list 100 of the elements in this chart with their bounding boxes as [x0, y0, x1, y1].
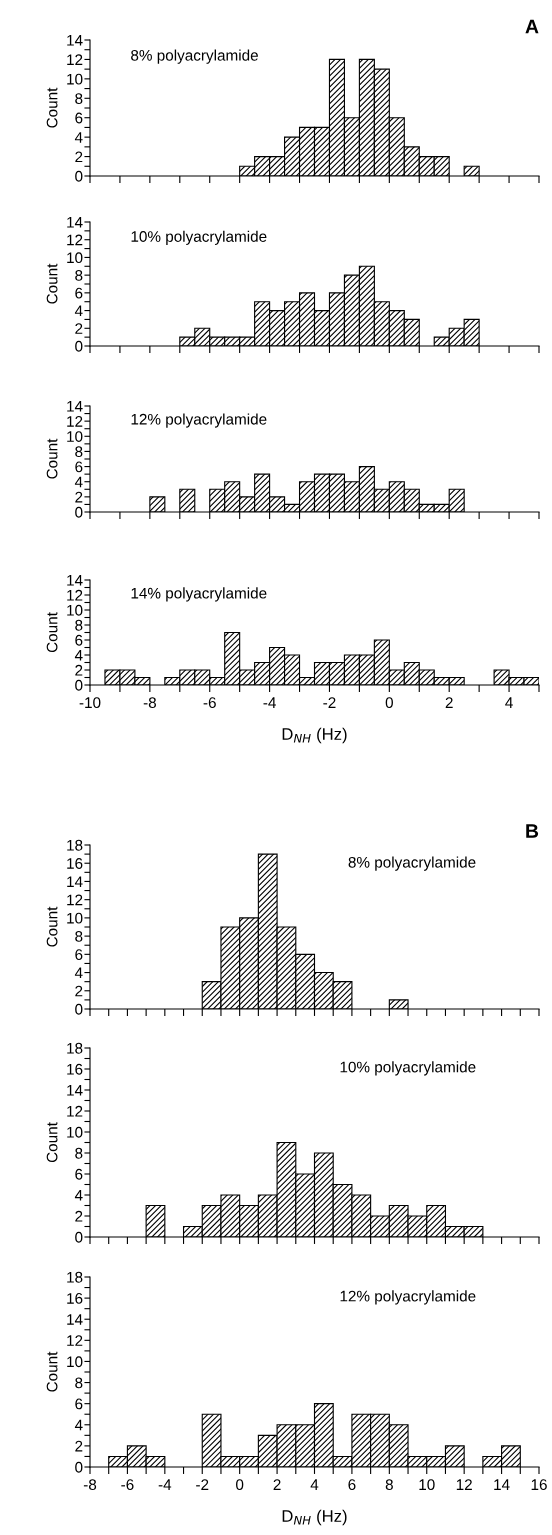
- y-tick-label: 4: [74, 132, 83, 143]
- x-tick-label: 0: [236, 1479, 244, 1491]
- y-tick-label: 2: [75, 491, 83, 503]
- y-tick-label: 16: [67, 1063, 83, 1075]
- x-tick-label: -4: [158, 1479, 172, 1490]
- y-tick-label: 16: [67, 858, 83, 869]
- y-tick-label: 2: [75, 664, 83, 676]
- y-tick-label: 10: [67, 604, 83, 616]
- y-tick-label: 4: [74, 650, 83, 661]
- y-tick-label: 8: [75, 1147, 83, 1159]
- text: B: [526, 824, 539, 838]
- y-axis-title: Count: [46, 87, 58, 128]
- y-tick-label: 4: [74, 967, 83, 979]
- y-tick-label: 10: [67, 912, 83, 924]
- y-tick-label: 14: [67, 35, 83, 46]
- y-tick-label: 2: [75, 985, 83, 997]
- y-tick-label: 12: [67, 1105, 83, 1117]
- y-tick-label: 12: [67, 54, 83, 65]
- y-tick-label: 18: [67, 1042, 83, 1054]
- x-tick-label: -2: [196, 1479, 209, 1490]
- text: 12% polyacrylamide: [340, 1290, 476, 1305]
- y-tick-label: 0: [75, 679, 83, 691]
- y-tick-label: 0: [75, 170, 83, 182]
- y-tick-label: 4: [74, 1419, 83, 1431]
- y-axis-title: Count: [46, 906, 58, 947]
- y-tick-label: 8: [75, 446, 83, 458]
- y-axis-title: Count: [46, 1122, 58, 1163]
- y-tick-label: 0: [75, 340, 83, 352]
- y-axis-title: Count: [46, 438, 58, 479]
- y-tick-label: 6: [75, 949, 83, 961]
- y-tick-label: 6: [75, 1398, 83, 1410]
- y-tick-label: 10: [67, 252, 83, 264]
- x-tick-label: -6: [121, 1479, 134, 1491]
- y-axis-title: Count: [46, 263, 58, 304]
- text: 10% polyacrylamide: [131, 230, 267, 245]
- y-axis-title: Count: [46, 1351, 58, 1392]
- x-tick-label: 16: [531, 1479, 547, 1491]
- x-tick-label: -8: [143, 697, 156, 709]
- y-tick-label: 2: [75, 151, 83, 163]
- y-tick-label: 18: [67, 839, 83, 851]
- x-tick-label: 10: [419, 1479, 435, 1491]
- y-tick-label: 6: [75, 634, 83, 646]
- y-tick-label: 0: [75, 1003, 83, 1015]
- y-axis-title: Count: [46, 612, 58, 653]
- y-tick-label: 0: [75, 506, 83, 518]
- x-axis-title: D$_{NH}$ (Hz): [282, 1509, 347, 1526]
- y-tick-label: 14: [67, 217, 83, 228]
- y-tick-label: 8: [75, 270, 83, 281]
- y-tick-label: 14: [67, 575, 83, 586]
- y-tick-label: 14: [67, 1085, 83, 1096]
- y-tick-label: 2: [75, 1210, 83, 1222]
- text: 8% polyacrylamide: [348, 856, 476, 871]
- y-tick-label: 10: [67, 1126, 83, 1138]
- y-tick-label: 6: [75, 461, 83, 473]
- y-tick-label: 10: [67, 431, 83, 442]
- chart-title: 14% polyacrylamide: [131, 587, 267, 602]
- y-tick-label: 2: [75, 1440, 83, 1452]
- x-tick-label: 12: [456, 1479, 472, 1490]
- y-tick-label: 8: [75, 619, 83, 631]
- x-tick-label: -10: [79, 697, 101, 709]
- x-tick-label: 6: [348, 1479, 356, 1491]
- x-axis-title: D$_{NH}$ (Hz): [282, 727, 347, 744]
- x-tick-label: 14: [494, 1479, 510, 1490]
- y-tick-label: 6: [75, 287, 83, 299]
- x-tick-label: 2: [273, 1479, 281, 1490]
- y-tick-label: 2: [75, 323, 83, 334]
- y-tick-label: 4: [74, 476, 83, 488]
- y-tick-label: 14: [67, 1314, 83, 1325]
- text: 8% polyacrylamide: [131, 49, 258, 64]
- x-tick-label: -4: [263, 697, 276, 708]
- y-tick-label: 4: [74, 1190, 83, 1201]
- x-tick-label: -8: [83, 1479, 97, 1491]
- y-tick-label: 6: [75, 112, 83, 124]
- y-tick-label: 12: [67, 894, 83, 906]
- x-tick-label: 4: [310, 1479, 319, 1490]
- x-tick-label: 8: [385, 1479, 393, 1491]
- y-tick-label: 8: [75, 93, 83, 104]
- y-tick-label: 10: [67, 73, 83, 85]
- y-tick-label: 12: [67, 416, 83, 427]
- y-tick-label: 0: [75, 1461, 83, 1473]
- y-tick-label: 14: [67, 401, 83, 412]
- text: A: [525, 19, 539, 34]
- y-tick-label: 4: [74, 305, 83, 317]
- y-tick-label: 12: [67, 1335, 83, 1346]
- text: 10% polyacrylamide: [340, 1061, 476, 1076]
- x-tick-label: 2: [445, 697, 453, 708]
- y-tick-label: 16: [67, 1292, 83, 1304]
- y-tick-label: 6: [75, 1168, 83, 1180]
- y-tick-label: 8: [75, 930, 83, 942]
- chart-title: 12% polyacrylamide: [131, 413, 267, 428]
- y-tick-label: 8: [75, 1377, 83, 1389]
- x-tick-label: 4: [505, 697, 513, 708]
- y-tick-label: 10: [67, 1356, 83, 1368]
- y-tick-label: 0: [75, 1231, 83, 1243]
- y-tick-label: 14: [67, 876, 83, 887]
- y-tick-label: 18: [67, 1271, 83, 1283]
- x-tick-label: -6: [203, 697, 216, 709]
- x-tick-label: 0: [385, 697, 393, 709]
- x-tick-label: -2: [323, 697, 336, 708]
- y-tick-label: 12: [67, 589, 83, 601]
